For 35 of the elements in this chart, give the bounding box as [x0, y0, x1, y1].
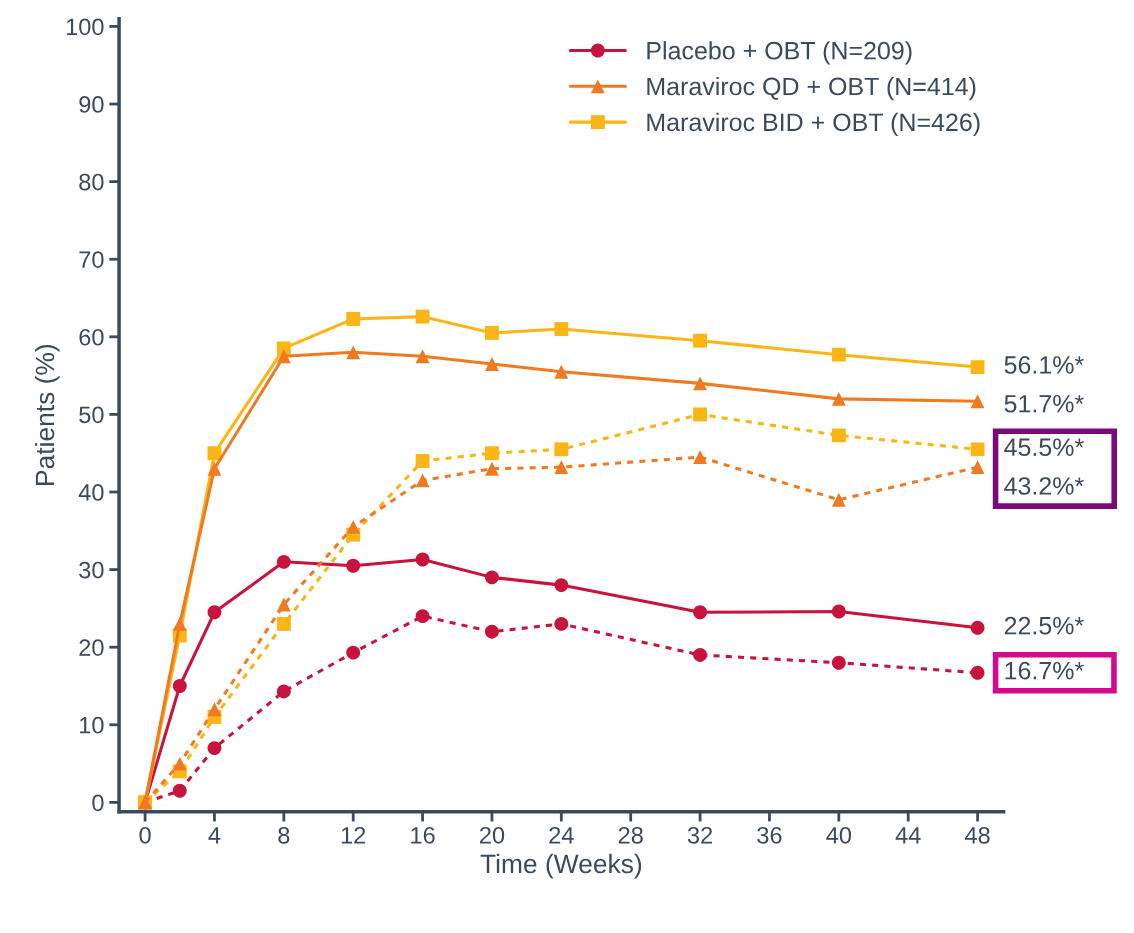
x-tick-label: 32 [687, 826, 713, 844]
x-tick-label: 4 [208, 827, 221, 844]
y-tick-label: 30 [79, 561, 104, 579]
x-tick-label: 36 [757, 826, 782, 844]
x-tick-label: 8 [278, 826, 290, 844]
y-tick-label: 0 [92, 794, 104, 812]
legend-label: Maraviroc BID + OBT (N=426) [647, 112, 980, 137]
y-tick-label: 50 [79, 406, 104, 424]
text: 56.1%* [1004, 356, 1084, 374]
x-tick-label: 16 [411, 826, 435, 844]
x-tick-label: 12 [341, 826, 366, 844]
text: 43.2%* [1004, 477, 1084, 495]
y-tick-label: 20 [79, 639, 104, 656]
text: 45.5%* [1004, 438, 1084, 457]
y-tick-label: 80 [79, 173, 104, 191]
x-tick-label: 40 [826, 826, 852, 844]
x-tick-label: 44 [895, 827, 921, 844]
x-tick-label: 28 [618, 826, 643, 844]
text: 51.7%* [1004, 394, 1084, 413]
x-tick-label: 48 [964, 826, 990, 844]
legend-label: Placebo + OBT (N=209) [647, 41, 912, 65]
y-axis-title: Patients (%) [34, 344, 60, 485]
y-tick-label: 10 [80, 716, 104, 734]
y-tick-label: 100 [66, 18, 104, 36]
y-tick-label: 90 [79, 96, 104, 113]
x-tick-label: 0 [139, 826, 151, 844]
x-tick-label: 20 [480, 826, 505, 844]
y-tick-label: 40 [78, 484, 104, 501]
text: 22.5%* [1004, 616, 1084, 635]
x-axis-title: Time (Weeks) [480, 853, 642, 879]
legend-label: Maraviroc QD + OBT (N=414) [647, 76, 976, 101]
text: 16.7%* [1005, 661, 1084, 680]
y-tick-label: 70 [79, 251, 104, 268]
y-tick-label: 60 [79, 328, 104, 346]
x-tick-label: 24 [549, 826, 574, 844]
